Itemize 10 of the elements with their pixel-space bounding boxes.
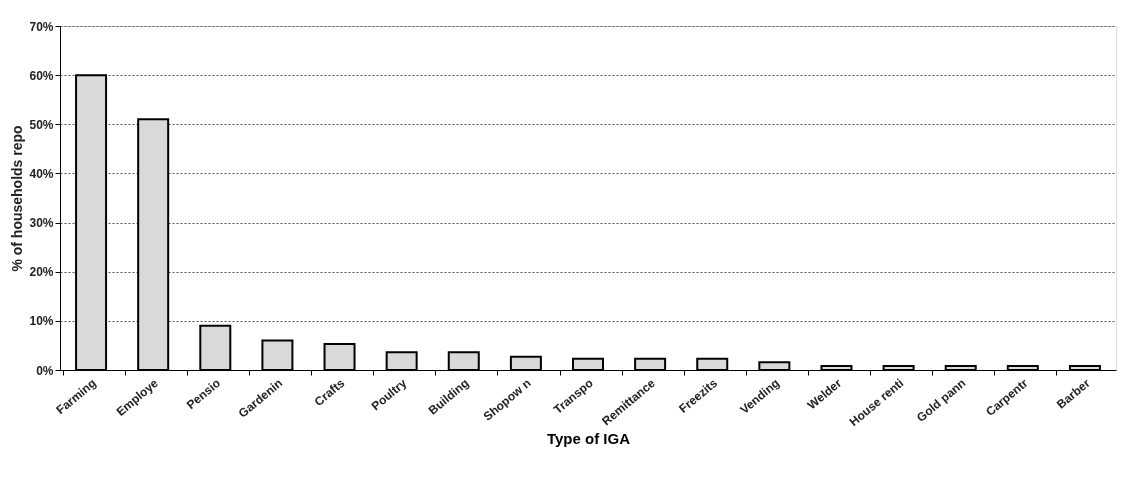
y-tick-label: 30%: [29, 216, 54, 231]
x-axis-title: Type of IGA: [546, 430, 631, 448]
y-tick-label: 70%: [29, 19, 54, 34]
y-tick-label: 20%: [29, 265, 54, 280]
y-axis-title: % of households repo: [9, 125, 26, 272]
y-tick-label: 10%: [29, 314, 54, 329]
y-tick-label: 40%: [29, 166, 54, 181]
y-tick-label: 50%: [29, 117, 54, 132]
y-tick-label: 0%: [36, 363, 54, 378]
y-tick-label: 60%: [29, 68, 54, 83]
